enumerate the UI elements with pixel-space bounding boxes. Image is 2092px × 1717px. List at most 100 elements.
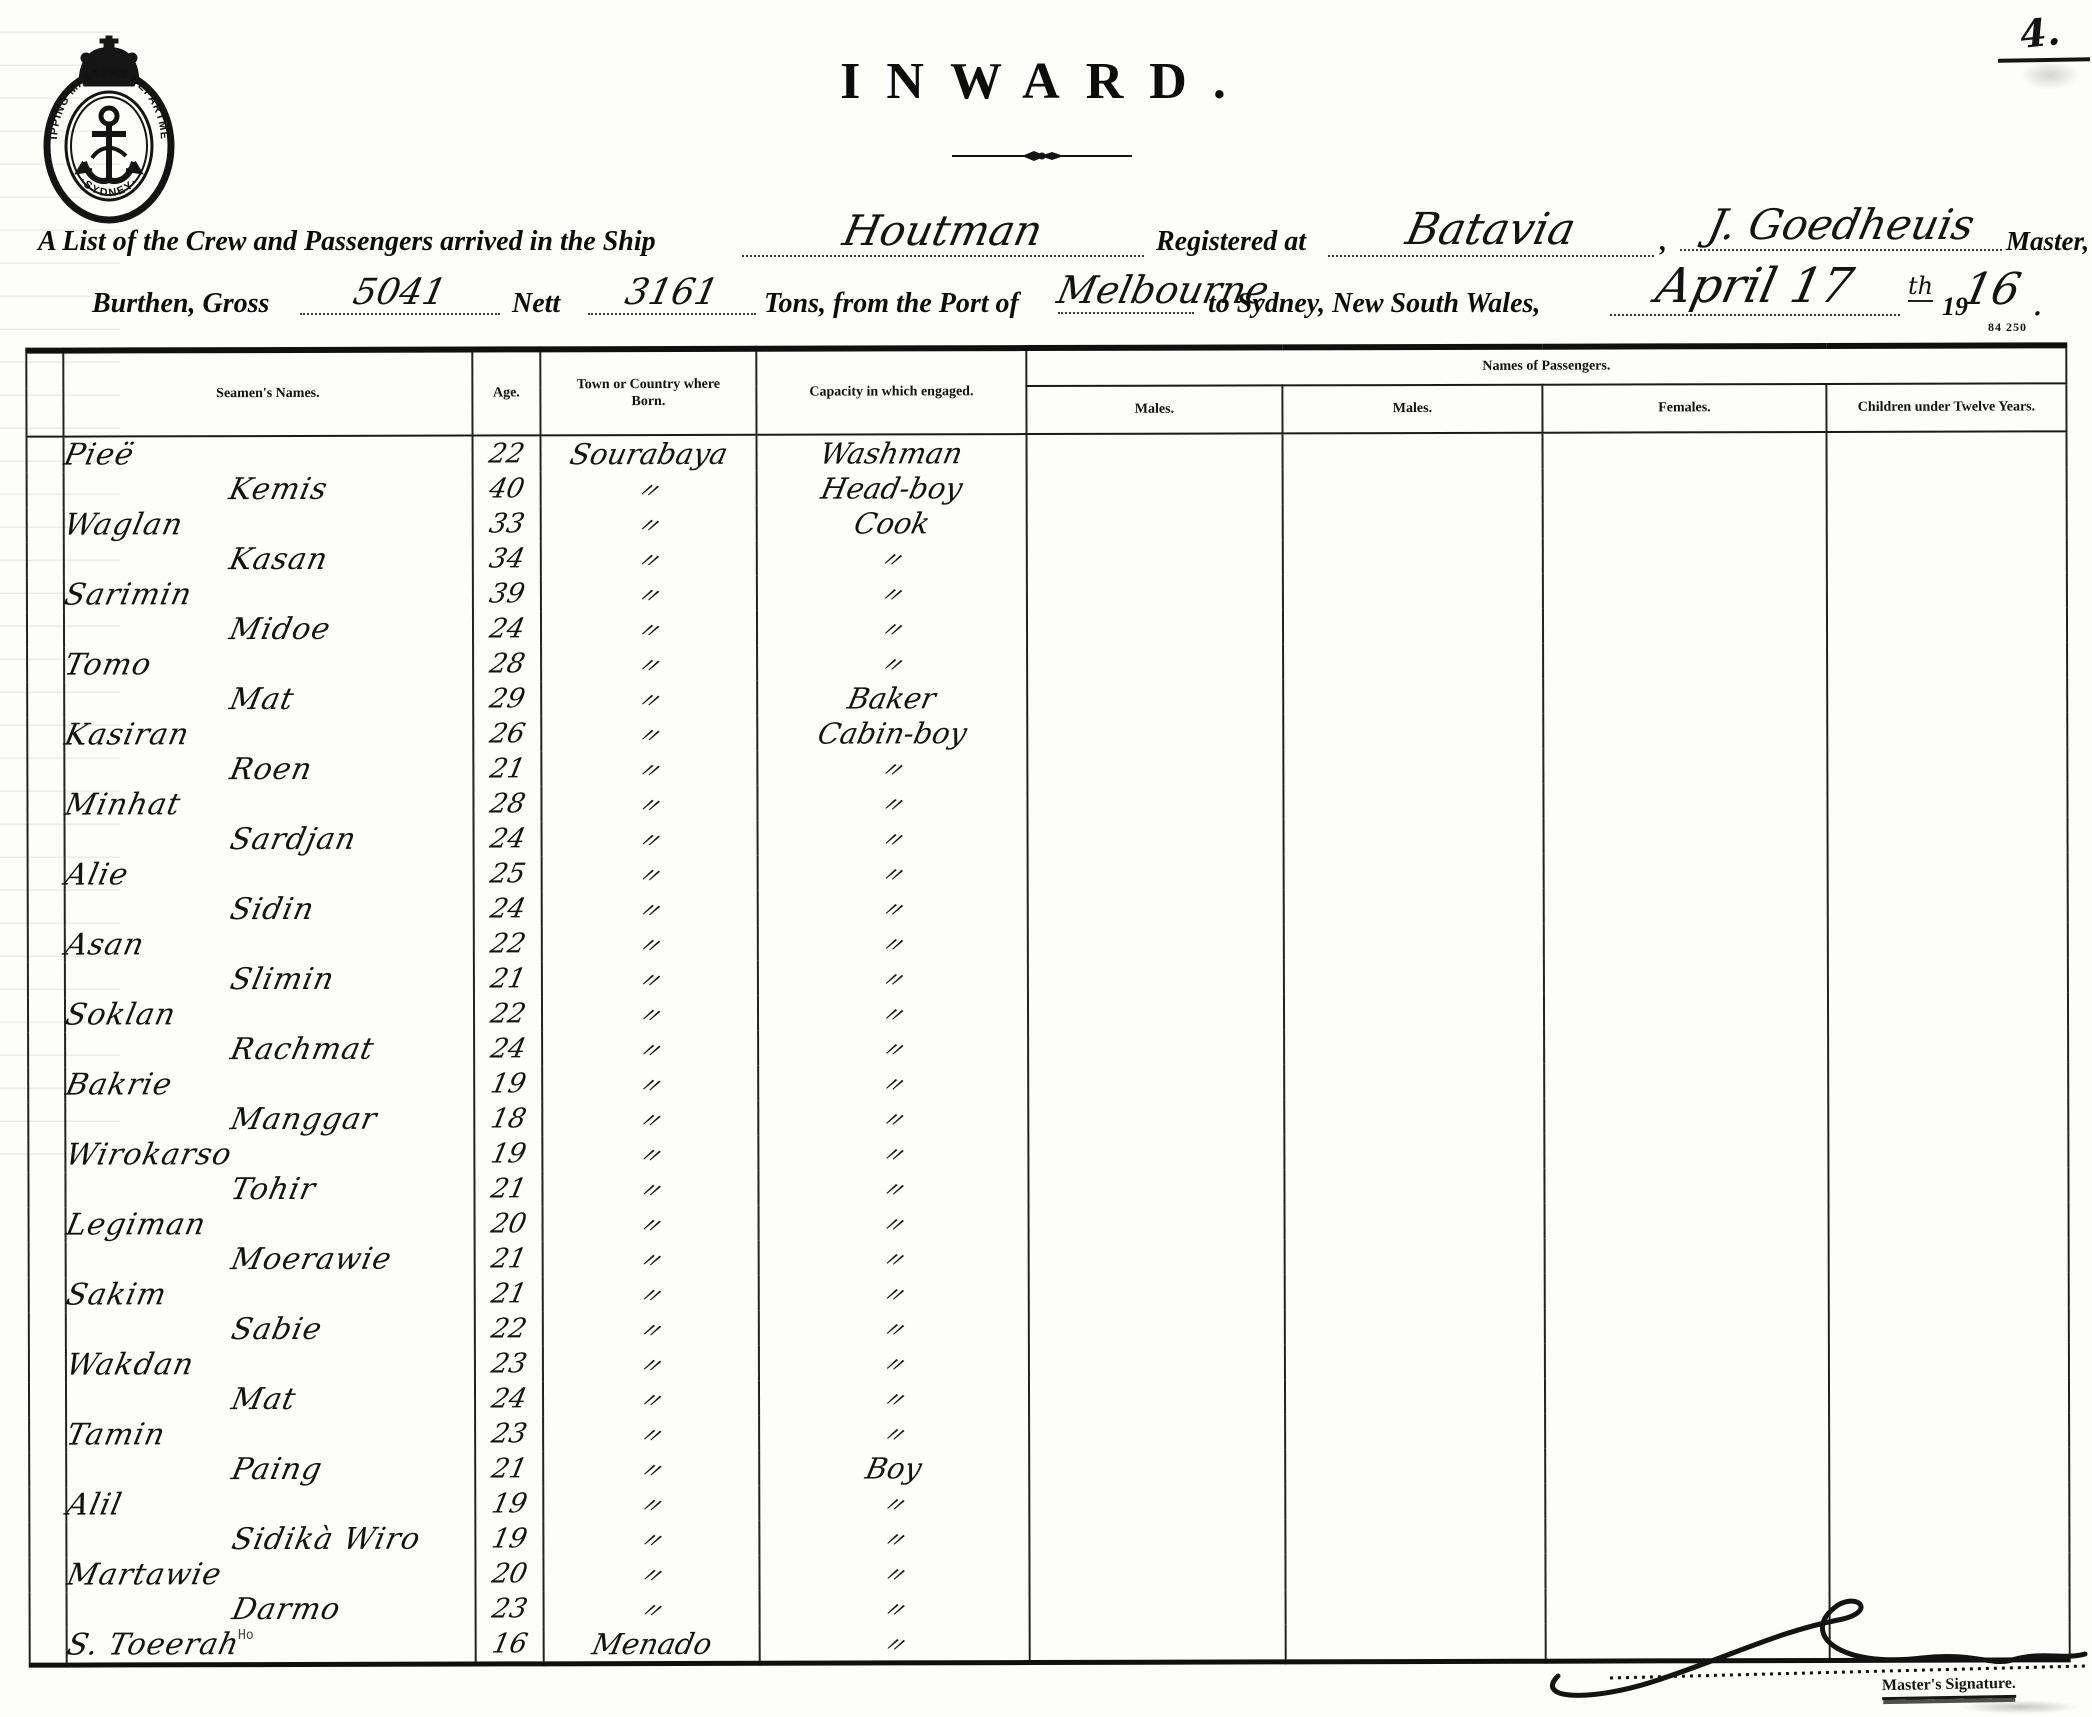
seaman-name-cell: Tamin bbox=[63, 1417, 475, 1452]
arrival-date-field: April 17 bbox=[1610, 258, 1900, 316]
passenger-cell bbox=[1542, 502, 1827, 539]
town-cell: 〃 bbox=[543, 1590, 760, 1627]
capacity-cell-value: 〃 bbox=[878, 1421, 909, 1449]
table-row: Legiman 20 〃 〃 bbox=[28, 1202, 2069, 1243]
seaman-name-cell-value: Darmo bbox=[228, 1591, 345, 1628]
col-header-males-1: Males. bbox=[1026, 385, 1283, 435]
date-period: . bbox=[2032, 284, 2043, 324]
capacity-cell: 〃 bbox=[759, 1485, 1030, 1521]
passenger-cell bbox=[1829, 1412, 2070, 1448]
age-cell-value: 23 bbox=[488, 1348, 530, 1380]
capacity-cell-value: 〃 bbox=[876, 931, 908, 959]
preamble-line1-text-b: Registered at bbox=[1156, 226, 1307, 257]
town-cell: 〃 bbox=[543, 1520, 760, 1557]
capacity-cell-value: Cabin-boy bbox=[814, 715, 970, 751]
age-cell-value: 24 bbox=[487, 823, 528, 855]
age-cell-value: 19 bbox=[487, 1068, 529, 1100]
capacity-cell: 〃 bbox=[757, 960, 1028, 996]
seaman-name-cell-value: Sakim bbox=[63, 1277, 171, 1313]
age-cell: 21 bbox=[474, 1171, 543, 1207]
seaman-name-cell-value: Sidikà Wiro bbox=[228, 1521, 424, 1558]
seaman-name-cell-value: Mat bbox=[228, 1381, 300, 1418]
seaman-name-cell-value: Wirokarso bbox=[62, 1137, 236, 1173]
preamble-line2-text-c: Tons, from the Port of bbox=[764, 288, 1019, 319]
passenger-cell bbox=[1027, 784, 1284, 821]
passenger-cell bbox=[1283, 888, 1544, 925]
age-cell: 21 bbox=[474, 1276, 543, 1312]
town-cell: 〃 bbox=[541, 890, 758, 927]
age-cell-value: 39 bbox=[486, 578, 528, 610]
passenger-cell bbox=[1543, 747, 1828, 784]
seaman-name-cell: Minhat bbox=[62, 787, 473, 822]
gutter-cell bbox=[27, 752, 65, 788]
town-cell-value: 〃 bbox=[632, 617, 664, 645]
seaman-name-cell: Sabie bbox=[66, 1312, 475, 1348]
town-cell: 〃 bbox=[540, 575, 757, 612]
preamble-line2-text-b: Nett bbox=[512, 288, 561, 319]
passenger-cell bbox=[1026, 469, 1283, 506]
table-row: Tomo 28 〃 〃 bbox=[27, 642, 2068, 683]
passenger-cell bbox=[1542, 537, 1827, 574]
passenger-cell bbox=[1544, 1027, 1829, 1064]
passenger-cell bbox=[1028, 1274, 1285, 1311]
town-cell-value: 〃 bbox=[633, 897, 665, 925]
passenger-cell bbox=[1544, 1342, 1829, 1379]
passenger-cell bbox=[1827, 992, 2069, 1028]
age-cell-value: 19 bbox=[488, 1488, 530, 1520]
capacity-cell: 〃 bbox=[759, 1625, 1030, 1664]
col-header-children: Children under Twelve Years. bbox=[1826, 383, 2067, 432]
table-row: Paing 21 〃 Boy bbox=[29, 1447, 2070, 1488]
passenger-cell bbox=[1026, 539, 1283, 576]
town-cell: 〃 bbox=[542, 1345, 759, 1382]
seaman-name-cell: Slimin bbox=[65, 962, 474, 998]
passenger-cell bbox=[1285, 1518, 1546, 1555]
passenger-cell bbox=[1828, 1097, 2069, 1133]
town-cell-value: 〃 bbox=[634, 1072, 665, 1100]
seaman-name-cell-value: Roen bbox=[226, 751, 316, 788]
capacity-cell-value: 〃 bbox=[876, 791, 907, 819]
town-cell-value: 〃 bbox=[633, 1002, 665, 1030]
seaman-name-cell: Roen bbox=[64, 752, 473, 788]
passenger-cell bbox=[1285, 1483, 1546, 1520]
passenger-cell bbox=[1544, 1377, 1830, 1414]
passenger-cell bbox=[1284, 1238, 1545, 1275]
table-row: Kasiran 26 〃 Cabin-boy bbox=[27, 712, 2068, 753]
passenger-cell bbox=[1029, 1624, 1286, 1663]
capacity-cell: Cook bbox=[756, 505, 1027, 541]
seaman-name-cell: Sakim bbox=[63, 1277, 475, 1313]
passenger-cell bbox=[1284, 1343, 1545, 1380]
seaman-name-cell: Paing bbox=[66, 1452, 475, 1488]
table-row: Mat 29 〃 Baker bbox=[27, 677, 2068, 718]
gutter-cell bbox=[28, 1207, 66, 1243]
capacity-cell: 〃 bbox=[757, 785, 1028, 821]
seaman-name-cell-value: Sidin bbox=[227, 891, 318, 928]
gutter-cell bbox=[28, 1137, 66, 1173]
passenger-cell bbox=[1283, 993, 1545, 1030]
nett-tons-field: 3161 bbox=[588, 272, 756, 315]
seaman-name-cell: Tomo bbox=[61, 647, 473, 682]
passenger-cell bbox=[1828, 1202, 2069, 1238]
capacity-cell: 〃 bbox=[756, 540, 1027, 576]
age-cell: 34 bbox=[472, 541, 541, 577]
passenger-cell bbox=[1026, 504, 1283, 541]
seaman-name-cell-value: Mat bbox=[226, 681, 298, 718]
age-cell: 33 bbox=[472, 506, 541, 542]
gutter-cell bbox=[28, 1067, 66, 1103]
town-cell: 〃 bbox=[541, 820, 758, 857]
town-cell: 〃 bbox=[543, 1485, 760, 1522]
capacity-cell: 〃 bbox=[758, 1380, 1030, 1416]
passenger-cell bbox=[1283, 958, 1544, 995]
gutter-cell bbox=[27, 787, 65, 823]
passenger-cell bbox=[1285, 1623, 1546, 1662]
town-cell-value: 〃 bbox=[632, 512, 664, 540]
passenger-cell bbox=[1283, 748, 1544, 785]
capacity-cell: 〃 bbox=[756, 575, 1027, 611]
master-signature-label: Master's Signature. bbox=[1881, 1674, 2017, 1701]
gutter-cell bbox=[29, 1592, 67, 1628]
capacity-cell: 〃 bbox=[757, 645, 1028, 681]
pencil-smudge bbox=[2020, 60, 2080, 90]
table-row: Sidin 24 〃 〃 bbox=[27, 887, 2068, 928]
town-cell-value: 〃 bbox=[634, 1387, 666, 1415]
passenger-cell bbox=[1283, 818, 1544, 855]
gutter-cell bbox=[28, 1347, 66, 1383]
